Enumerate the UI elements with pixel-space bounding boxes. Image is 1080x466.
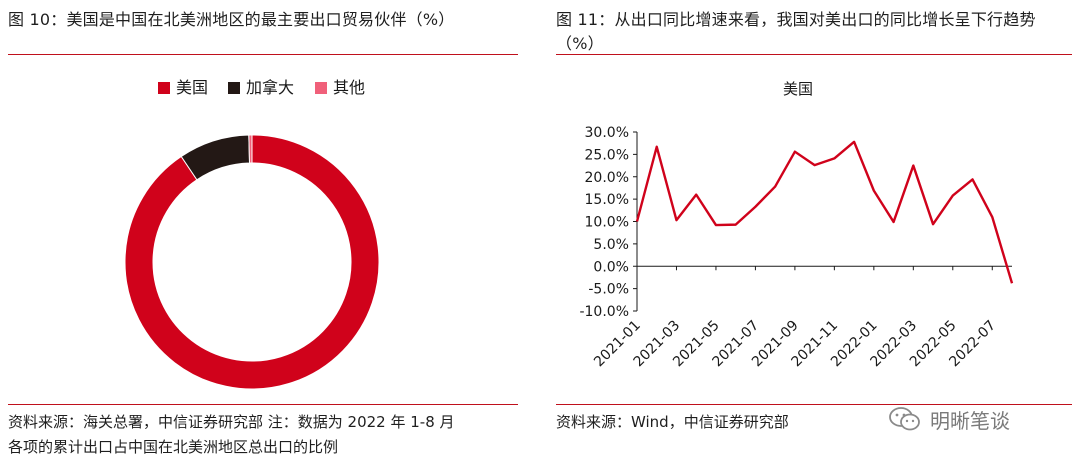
watermark-text: 明晰笔谈 [930,408,1010,433]
y-tick-label: -5.0% [588,282,629,298]
legend-swatch [158,82,170,94]
line-series [635,140,1014,284]
legend-label: 其他 [333,78,365,97]
donut-slice [248,134,253,164]
legend-label: 加拿大 [246,78,294,97]
line-chart-title: 美国 [783,80,813,98]
left-source-rule [8,404,518,405]
donut-legend: 美国 加拿大 其他 [158,78,365,97]
legend-swatch [315,82,327,94]
y-tick-label: 15.0% [585,192,629,208]
y-tick-label: 20.0% [585,170,629,186]
watermark: 明晰笔谈 [888,400,1058,438]
line-chart: 美国 30.0% 25.0% 20.0% 15.0% 10.0% 5.0% 0.0% -5.0… [579,80,1014,370]
wechat-icon [889,407,920,431]
y-tick-label: 5.0% [593,237,629,253]
right-figure-title-line1: 图 11：从出口同比增速来看，我国对美出口的同比增长呈下行趋势 [556,10,1036,29]
left-source-line2: 各项的累计出口占中国在北美洲地区总出口的比例 [8,438,339,456]
series-line [635,140,1014,284]
donut-slice [124,134,380,390]
right-title-rule [556,54,1072,55]
y-tick-label: 30.0% [585,125,629,141]
y-tick-label: -10.0% [579,304,629,320]
legend-label: 美国 [176,78,208,97]
left-figure-title: 图 10：美国是中国在北美洲地区的最主要出口贸易伙伴（%） [8,10,455,29]
right-source: 资料来源：Wind，中信证券研究部 [556,413,789,431]
right-source-rule [556,404,1072,405]
donut-chart: 美国 加拿大 其他 [124,78,380,390]
y-tick-label: 10.0% [585,215,629,231]
line-axes: 30.0% 25.0% 20.0% 15.0% 10.0% 5.0% 0.0% -5.0% -1… [579,125,1012,370]
donut-slices [124,134,380,390]
y-tick-label: 25.0% [585,147,629,163]
legend-swatch [228,82,240,94]
left-title-rule [8,54,518,55]
left-source-line1: 资料来源：海关总署，中信证券研究部 注：数据为 2022 年 1-8 月 [8,413,455,431]
right-figure-title-line2: （%） [556,34,604,53]
y-tick-label: 0.0% [593,259,629,275]
